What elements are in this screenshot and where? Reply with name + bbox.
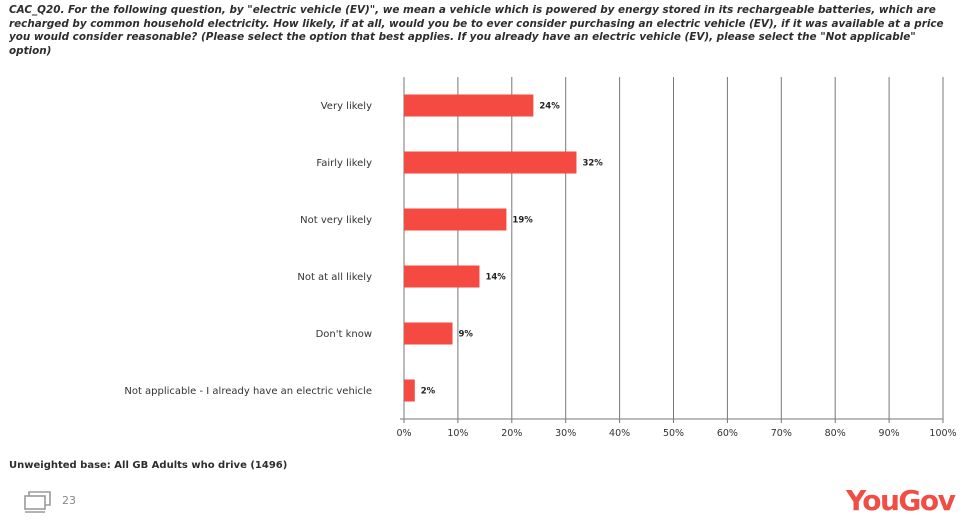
data-label: 19%	[512, 216, 533, 226]
data-label: 2%	[421, 387, 436, 397]
data-label: 32%	[582, 159, 603, 169]
bar	[404, 265, 480, 288]
x-tick-label: 50%	[663, 428, 684, 439]
x-tick-label: 0%	[396, 428, 411, 439]
data-label: 9%	[459, 330, 474, 340]
bar	[404, 208, 507, 231]
bar	[404, 379, 415, 402]
bar	[404, 151, 577, 174]
x-tick-label: 10%	[447, 428, 468, 439]
bar	[404, 322, 453, 345]
question-text: CAC_Q20. For the following question, by …	[9, 4, 944, 57]
x-tick-label: 40%	[609, 428, 630, 439]
x-tick-label: 100%	[929, 428, 956, 439]
page-number: 23	[62, 494, 76, 507]
x-tick-label: 20%	[501, 428, 522, 439]
yougov-logo: YouGov	[846, 484, 956, 517]
base-note: Unweighted base: All GB Adults who drive…	[9, 460, 288, 471]
bar	[404, 94, 534, 117]
x-tick-label: 80%	[825, 428, 846, 439]
category-label: Don't know	[316, 329, 372, 340]
category-label: Very likely	[321, 101, 372, 112]
category-label: Not very likely	[300, 215, 372, 226]
category-label: Fairly likely	[316, 158, 372, 169]
x-tick-label: 60%	[717, 428, 738, 439]
category-label: Not applicable - I already have an elect…	[124, 386, 372, 397]
data-label: 24%	[539, 102, 560, 112]
data-label: 14%	[485, 273, 506, 283]
slide-stack-icon	[24, 491, 51, 513]
category-label: Not at all likely	[297, 272, 372, 283]
x-tick-label: 30%	[555, 428, 576, 439]
x-tick-label: 90%	[879, 428, 900, 439]
x-tick-label: 70%	[771, 428, 792, 439]
